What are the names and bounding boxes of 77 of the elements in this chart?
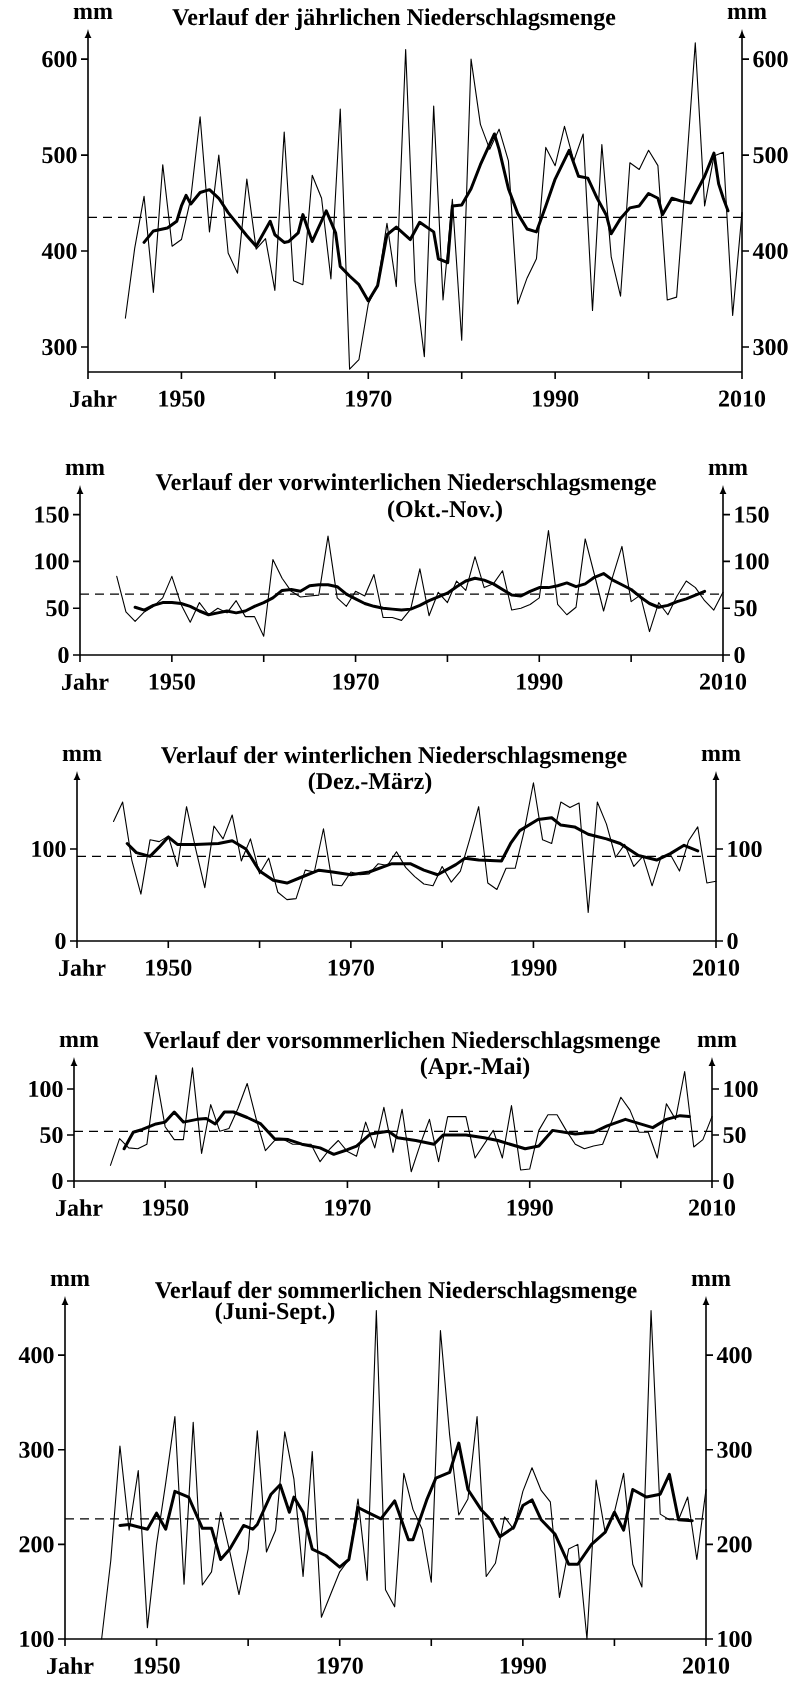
y2-axis-title: mm — [727, 7, 767, 19]
y2-tick-label: 400 — [752, 242, 788, 260]
x-tick-label: 2010 — [683, 1657, 730, 1674]
chart-title: Verlauf der vorsommerlichen Niederschlagsmenge — [143, 1031, 660, 1054]
y2-tick-label: 300 — [753, 338, 788, 356]
x-tick-label: 1950 — [134, 1657, 180, 1674]
chart-title: Verlauf der winterlichen Niederschlagsmenge — [161, 746, 627, 769]
x-axis-title: Jahr — [59, 959, 106, 977]
y-tick-label: 300 — [42, 338, 77, 356]
y-tick-label: 400 — [18, 1347, 54, 1364]
y2-tick-label: 150 — [735, 506, 769, 523]
y2-axis-title: mm — [701, 749, 741, 761]
y2-axis-title: mm — [708, 463, 748, 475]
x-axis-title: Jahr — [70, 390, 117, 408]
y-tick-label: 600 — [42, 51, 77, 68]
chart-subtitle: (Okt.-Nov.) — [388, 500, 502, 523]
y-tick-label: 100 — [29, 1080, 63, 1098]
y-tick-label: 200 — [19, 1536, 54, 1553]
x-axis-title: Jahr — [47, 1657, 94, 1675]
y2-tick-label: 50 — [723, 1126, 746, 1144]
x-tick-label: 1970 — [346, 390, 392, 407]
chart-subtitle: (Dez.-März) — [308, 772, 432, 795]
x-tick-label: 1950 — [149, 673, 195, 690]
y-tick-label: 50 — [40, 1126, 63, 1144]
x-tick-label: 1950 — [159, 390, 205, 407]
x-tick-label: 1970 — [317, 1657, 363, 1674]
x-tick-label: 1950 — [146, 959, 192, 976]
x-tick-label: 1970 — [325, 1199, 371, 1216]
y2-tick-label: 100 — [718, 1630, 752, 1648]
x-tick-label: 2010 — [719, 390, 766, 407]
y2-axis-title: mm — [697, 1035, 737, 1047]
y2-tick-label: 0 — [723, 1172, 734, 1190]
chart-title: Verlauf der vorwinterlichen Niederschlagsmenge — [155, 473, 656, 496]
y-tick-label: 400 — [41, 242, 77, 260]
chart-title: Verlauf der jährlichen Niederschlagsmenge — [172, 8, 616, 31]
y-axis-title: mm — [65, 463, 105, 475]
x-tick-label: 1990 — [507, 1199, 553, 1216]
y-tick-label: 0 — [55, 932, 66, 950]
x-tick-label: 1990 — [533, 390, 579, 407]
y2-tick-label: 50 — [734, 600, 757, 617]
x-tick-label: 2010 — [693, 959, 740, 976]
y-tick-label: 50 — [46, 600, 69, 617]
y-axis-title: mm — [50, 1274, 90, 1286]
y2-tick-label: 0 — [727, 932, 738, 950]
x-tick-label: 1970 — [333, 673, 379, 690]
y2-tick-label: 500 — [753, 146, 788, 164]
x-tick-label: 1990 — [517, 673, 563, 690]
y-axis-title: mm — [59, 1035, 99, 1047]
x-tick-label: 1990 — [500, 1657, 546, 1674]
y-tick-label: 0 — [58, 646, 69, 664]
y-tick-label: 150 — [35, 506, 69, 523]
x-axis-title: Jahr — [62, 673, 109, 691]
x-axis-title: Jahr — [56, 1199, 103, 1217]
y-axis-title: mm — [73, 7, 113, 19]
y2-tick-label: 200 — [717, 1536, 752, 1553]
x-tick-label: 2010 — [699, 673, 747, 690]
x-tick-label: 1990 — [511, 959, 557, 976]
y-tick-label: 300 — [19, 1441, 54, 1458]
chart-subtitle: (Juni-Sept.) — [215, 1302, 335, 1325]
y2-tick-label: 600 — [753, 51, 788, 68]
y-tick-label: 100 — [35, 553, 69, 570]
y2-tick-label: 100 — [735, 553, 769, 570]
y-tick-label: 100 — [32, 840, 66, 858]
y-tick-label: 100 — [20, 1630, 54, 1648]
x-tick-label: 1970 — [328, 959, 374, 976]
y2-axis-title: mm — [691, 1274, 731, 1286]
y-tick-label: 500 — [42, 146, 77, 164]
y-tick-label: 0 — [52, 1172, 63, 1190]
y2-tick-label: 400 — [716, 1347, 752, 1364]
x-tick-label: 2010 — [689, 1199, 736, 1216]
y2-tick-label: 0 — [734, 646, 745, 664]
y2-tick-label: 100 — [728, 840, 762, 858]
x-tick-label: 1950 — [143, 1199, 189, 1216]
y2-tick-label: 100 — [724, 1080, 758, 1098]
y-axis-title: mm — [62, 749, 102, 761]
y2-tick-label: 300 — [717, 1441, 752, 1458]
chart-subtitle: (Apr.-Mai) — [420, 1057, 530, 1080]
